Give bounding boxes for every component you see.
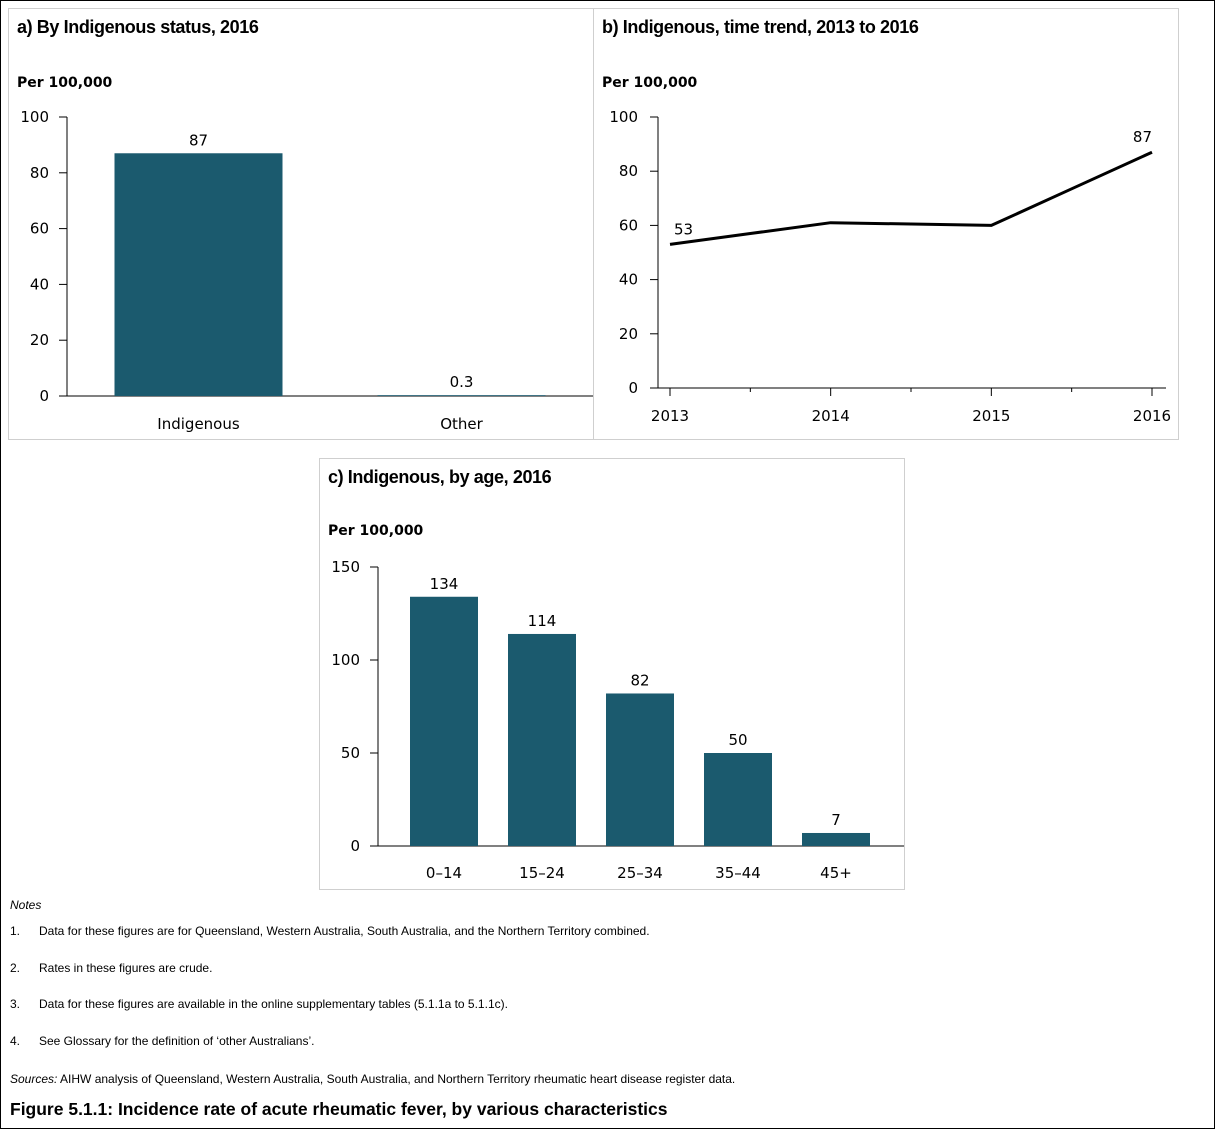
note-text: Data for these figures are for Queenslan… — [39, 924, 650, 938]
chart-c-x-tick-label: 25–34 — [617, 864, 663, 882]
chart-c-data-label: 82 — [630, 671, 649, 689]
chart-a-data-label: 87 — [189, 131, 208, 149]
note-text: See Glossary for the definition of ‘othe… — [39, 1034, 315, 1048]
note-item-3: 3. Data for these figures are available i… — [10, 997, 508, 1011]
chart-a-title: a) By Indigenous status, 2016 — [17, 17, 259, 37]
chart-c-unit-label: Per 100,000 — [328, 523, 424, 539]
note-item-4: 4. See Glossary for the definition of ‘ot… — [10, 1034, 314, 1048]
chart-a-data-label: 0.3 — [450, 373, 474, 391]
chart-b-y-tick-label: 60 — [619, 216, 638, 234]
chart-c-y-tick-label: 100 — [331, 651, 360, 669]
note-item-1: 1. Data for these figures are for Queensl… — [10, 924, 650, 938]
chart-c-x-tick-label: 35–44 — [715, 864, 761, 882]
chart-b-unit-label: Per 100,000 — [602, 75, 698, 91]
chart-c-y-tick-label: 150 — [331, 558, 360, 576]
chart-c-bar — [508, 633, 576, 846]
chart-c-x-tick-label: 45+ — [820, 864, 852, 882]
figure-caption: Figure 5.1.1: Incidence rate of acute rh… — [10, 1099, 668, 1119]
chart-b-x-tick-label: 2013 — [651, 407, 689, 425]
chart-b-title: b) Indigenous, time trend, 2013 to 2016 — [602, 17, 919, 37]
panel-a: a) By Indigenous status, 2016 Per 100,00… — [8, 8, 594, 440]
chart-b-y-tick-label: 40 — [619, 271, 638, 289]
chart-b-x-tick-label: 2014 — [812, 407, 850, 425]
chart-a-svg: 0 20 40 60 80 100 87 Indigenous 0.3 Other — [20, 108, 593, 433]
sources-text: AIHW analysis of Queensland, Western Aus… — [57, 1072, 736, 1086]
chart-c-data-label: 7 — [831, 811, 841, 829]
chart-c-title: c) Indigenous, by age, 2016 — [328, 467, 552, 487]
chart-b-y-tick-label: 20 — [619, 325, 638, 343]
chart-a-x-tick-label: Other — [440, 415, 483, 433]
panel-b: b) Indigenous, time trend, 2013 to 2016 … — [593, 8, 1179, 440]
chart-c-bar — [410, 596, 478, 846]
note-number: 2. — [10, 961, 21, 975]
chart-a-y-tick-label: 80 — [30, 164, 49, 182]
chart-a-unit-label: Per 100,000 — [17, 75, 113, 91]
chart-b-y-tick-label: 100 — [609, 108, 638, 126]
chart-a-y-tick-label: 20 — [30, 331, 49, 349]
chart-b-y-tick-label: 80 — [619, 162, 638, 180]
chart-b-svg: 0 20 40 60 80 100 2013 2014 2015 2016 53 87 — [609, 108, 1171, 425]
chart-a-y-tick-label: 0 — [39, 387, 49, 405]
chart-a-y-tick-label: 100 — [20, 108, 49, 126]
chart-b-data-label: 53 — [674, 220, 693, 238]
chart-c-data-label: 134 — [430, 575, 459, 593]
note-text: Data for these figures are available in … — [39, 997, 508, 1011]
chart-c-x-tick-label: 0–14 — [426, 864, 462, 882]
note-number: 3. — [10, 997, 21, 1011]
chart-c-data-label: 114 — [528, 612, 557, 630]
chart-b-x-tick-label: 2016 — [1133, 407, 1171, 425]
chart-c-bar — [802, 832, 870, 846]
chart-c-bar — [704, 753, 772, 846]
note-text: Rates in these figures are crude. — [39, 961, 213, 975]
note-number: 1. — [10, 924, 21, 938]
chart-c-svg: 0 50 100 150 134 0–14 114 15–24 82 25–34 50 35–44 7 4… — [331, 558, 904, 882]
chart-c-y-tick-label: 0 — [350, 837, 360, 855]
chart-b-series-line — [669, 150, 1153, 246]
panel-c: c) Indigenous, by age, 2016 Per 100,000 … — [319, 458, 905, 890]
chart-c-bar — [606, 693, 674, 846]
chart-b-y-tick-label: 0 — [628, 379, 638, 397]
note-item-2: 2. Rates in these figures are crude. — [10, 961, 212, 975]
note-number: 4. — [10, 1034, 21, 1048]
chart-a-bar — [114, 153, 283, 396]
sources-label: Sources: — [10, 1072, 58, 1086]
chart-b-data-label: 87 — [1133, 128, 1152, 146]
notes-header: Notes — [10, 898, 42, 912]
chart-a-bar — [377, 395, 546, 396]
chart-a-x-tick-label: Indigenous — [157, 415, 240, 433]
chart-a-y-tick-label: 60 — [30, 220, 49, 238]
chart-c-y-tick-label: 50 — [341, 744, 360, 762]
chart-a-y-tick-label: 40 — [30, 275, 49, 293]
chart-c-data-label: 50 — [728, 731, 747, 749]
chart-b-x-tick-label: 2015 — [972, 407, 1010, 425]
chart-c-x-tick-label: 15–24 — [519, 864, 565, 882]
sources-line: Sources: AIHW analysis of Queensland, We… — [10, 1072, 735, 1086]
